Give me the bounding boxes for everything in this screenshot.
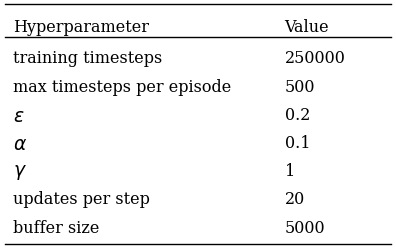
Text: Hyperparameter: Hyperparameter: [13, 19, 149, 35]
Text: $\epsilon$: $\epsilon$: [13, 107, 25, 126]
Text: 500: 500: [284, 79, 315, 96]
Text: Value: Value: [284, 19, 329, 35]
Text: $\gamma$: $\gamma$: [13, 163, 27, 182]
Text: buffer size: buffer size: [13, 220, 99, 237]
Text: training timesteps: training timesteps: [13, 50, 162, 67]
Text: 1: 1: [284, 163, 295, 180]
Text: 5000: 5000: [284, 220, 325, 237]
Text: $\alpha$: $\alpha$: [13, 135, 27, 154]
Text: 0.2: 0.2: [284, 107, 310, 124]
Text: 0.1: 0.1: [284, 135, 310, 152]
Text: updates per step: updates per step: [13, 191, 150, 208]
Text: 250000: 250000: [284, 50, 345, 67]
Text: max timesteps per episode: max timesteps per episode: [13, 79, 231, 96]
Text: 20: 20: [284, 191, 305, 208]
